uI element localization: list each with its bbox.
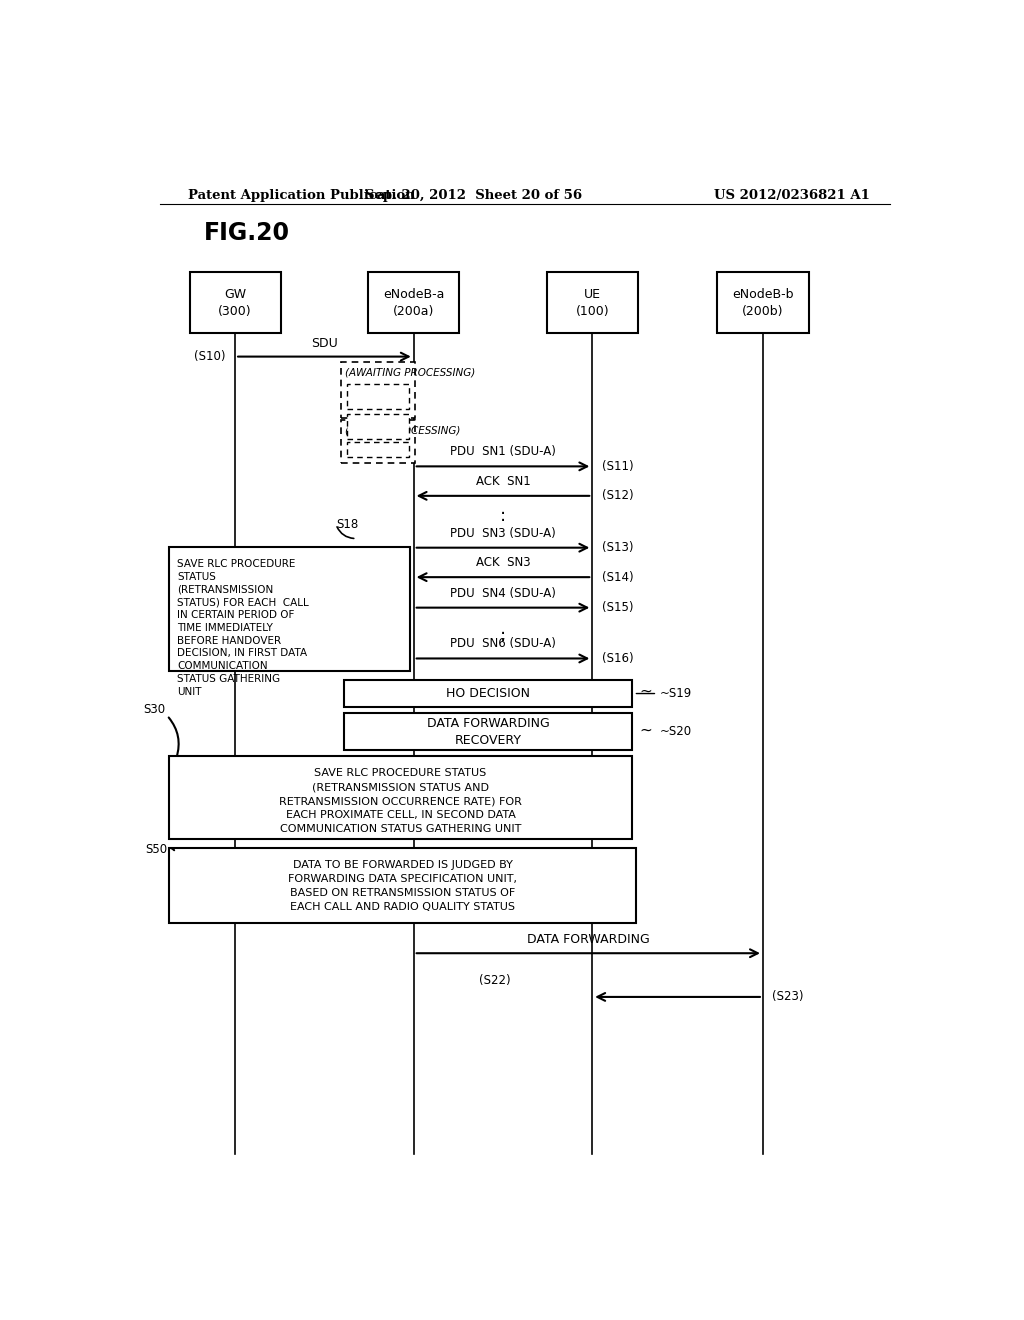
Text: DATA FORWARDING: DATA FORWARDING	[527, 933, 649, 946]
Text: S50: S50	[144, 843, 167, 857]
Text: PDU  SN4 (SDU-A): PDU SN4 (SDU-A)	[450, 586, 556, 599]
Text: (S14): (S14)	[602, 570, 634, 583]
FancyBboxPatch shape	[169, 756, 632, 840]
Text: (S10): (S10)	[195, 350, 225, 363]
Text: ~S19: ~S19	[659, 686, 692, 700]
FancyBboxPatch shape	[344, 713, 632, 750]
Text: ~S20: ~S20	[659, 725, 692, 738]
Text: (S15): (S15)	[602, 601, 633, 614]
Text: ~: ~	[640, 722, 652, 737]
Text: FIG.20: FIG.20	[204, 222, 290, 246]
Text: DATA FORWARDING
RECOVERY: DATA FORWARDING RECOVERY	[427, 717, 549, 747]
Text: S18: S18	[336, 519, 358, 531]
FancyBboxPatch shape	[717, 272, 809, 333]
FancyBboxPatch shape	[341, 362, 416, 417]
Text: SDU-C: SDU-C	[352, 391, 390, 403]
Text: SDU-B: SDU-B	[352, 420, 390, 433]
Text: :: :	[500, 627, 506, 645]
Text: Patent Application Publication: Patent Application Publication	[187, 189, 415, 202]
Text: SDU: SDU	[311, 338, 338, 351]
FancyBboxPatch shape	[169, 847, 636, 923]
FancyBboxPatch shape	[347, 413, 409, 440]
Text: (S23): (S23)	[772, 990, 804, 1003]
Text: :: :	[500, 507, 506, 525]
FancyBboxPatch shape	[347, 384, 409, 409]
Text: eNodeB-b
(200b): eNodeB-b (200b)	[732, 288, 794, 318]
FancyBboxPatch shape	[169, 546, 410, 671]
Text: (UNDER PROCESSING): (UNDER PROCESSING)	[345, 426, 461, 436]
Text: (S13): (S13)	[602, 541, 633, 554]
Text: SAVE RLC PROCEDURE
STATUS
(RETRANSMISSION
STATUS) FOR EACH  CALL
IN CERTAIN PERI: SAVE RLC PROCEDURE STATUS (RETRANSMISSIO…	[177, 558, 309, 697]
Text: ACK  SN3: ACK SN3	[476, 556, 530, 569]
Text: HO DECISION: HO DECISION	[445, 686, 529, 700]
Text: US 2012/0236821 A1: US 2012/0236821 A1	[714, 189, 870, 202]
Text: SAVE RLC PROCEDURE STATUS
(RETRANSMISSION STATUS AND
RETRANSMISSION OCCURRENCE R: SAVE RLC PROCEDURE STATUS (RETRANSMISSIO…	[280, 768, 522, 834]
FancyBboxPatch shape	[341, 420, 416, 463]
Text: ACK  SN1: ACK SN1	[475, 475, 530, 487]
Text: (S11): (S11)	[602, 459, 634, 473]
FancyBboxPatch shape	[347, 442, 409, 457]
Text: SDU-A: SDU-A	[352, 444, 390, 457]
FancyBboxPatch shape	[368, 272, 460, 333]
Text: eNodeB-a
(200a): eNodeB-a (200a)	[383, 288, 444, 318]
Text: (S22): (S22)	[479, 974, 511, 986]
Text: (AWAITING PROCESSING): (AWAITING PROCESSING)	[345, 368, 476, 378]
Text: PDU  SN1 (SDU-A): PDU SN1 (SDU-A)	[450, 445, 556, 458]
Text: ~: ~	[640, 684, 652, 700]
Text: DATA TO BE FORWARDED IS JUDGED BY
FORWARDING DATA SPECIFICATION UNIT,
BASED ON R: DATA TO BE FORWARDED IS JUDGED BY FORWAR…	[288, 859, 517, 912]
Text: PDU  SN3 (SDU-A): PDU SN3 (SDU-A)	[451, 527, 556, 540]
Text: (S16): (S16)	[602, 652, 634, 665]
Text: (S12): (S12)	[602, 490, 634, 503]
Text: GW
(300): GW (300)	[218, 288, 252, 318]
FancyBboxPatch shape	[547, 272, 638, 333]
Text: PDU  SN6 (SDU-A): PDU SN6 (SDU-A)	[450, 638, 556, 651]
FancyBboxPatch shape	[344, 680, 632, 708]
FancyBboxPatch shape	[189, 272, 281, 333]
Text: UE
(100): UE (100)	[575, 288, 609, 318]
Text: Sep. 20, 2012  Sheet 20 of 56: Sep. 20, 2012 Sheet 20 of 56	[365, 189, 582, 202]
Text: S30: S30	[143, 704, 165, 717]
